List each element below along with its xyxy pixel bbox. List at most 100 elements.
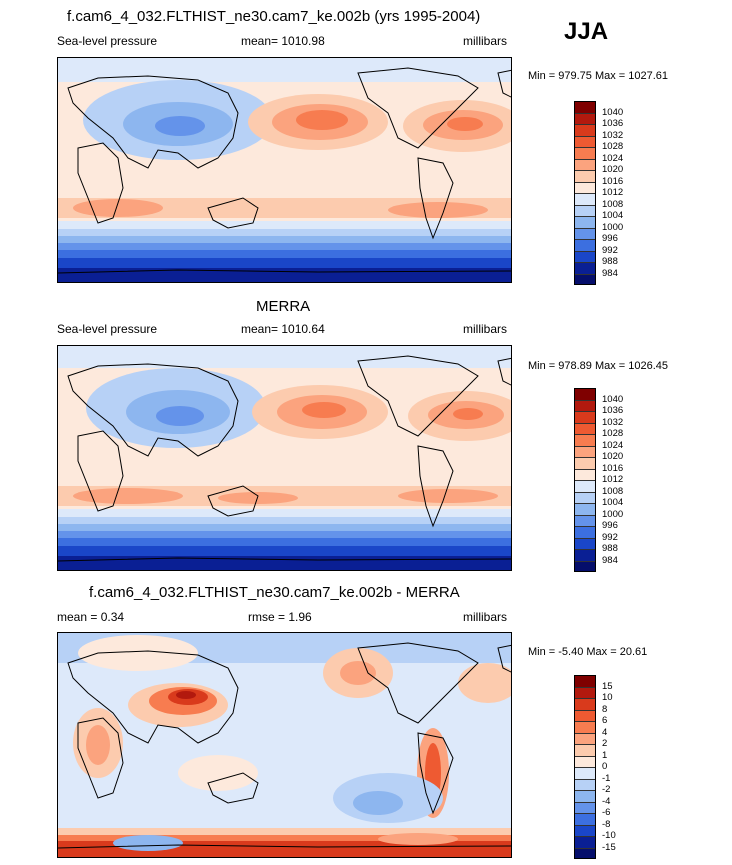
panel2-title: MERRA [256, 298, 311, 315]
colorbar-swatch [574, 193, 596, 205]
colorbar-swatch [574, 468, 596, 480]
colorbar-level-label: 1036 [602, 405, 624, 416]
colorbar-level-label: 1024 [602, 439, 624, 451]
colorbar-level-label: 1032 [602, 416, 624, 428]
colorbar-swatch [574, 273, 596, 285]
colorbar-swatch [574, 112, 596, 124]
season-label: JJA [564, 18, 609, 45]
colorbar-swatch [574, 480, 596, 492]
colorbar-swatch [574, 824, 596, 836]
colorbar-level-label: 1032 [602, 129, 624, 141]
colorbar-level-label: 1024 [602, 152, 624, 164]
colorbar-swatch [574, 147, 596, 159]
panel1-mean-label: mean= 1010.98 [241, 34, 325, 48]
colorbar-swatch [574, 239, 596, 251]
colorbar-level-label: 988 [602, 256, 618, 267]
colorbar-level-label: 1012 [602, 187, 624, 198]
panel2-variable-label: Sea-level pressure [57, 322, 158, 336]
colorbar-swatch [574, 813, 596, 825]
colorbar-swatch [574, 744, 596, 756]
colorbar-level-label: 984 [602, 267, 618, 279]
colorbar-level-label: 1004 [602, 210, 624, 221]
colorbar-level-label: -2 [602, 784, 611, 795]
colorbar-level-label: -10 [602, 830, 616, 841]
panel2-colorbar: 1040 1036 1032 1028 1024 1020 1016 1012 1008 1004… [574, 388, 623, 572]
colorbar-level-label: 1020 [602, 451, 624, 462]
colorbar-swatch [574, 124, 596, 136]
colorbar-swatch [574, 262, 596, 274]
colorbar-swatch [574, 836, 596, 848]
colorbar-swatch [574, 560, 596, 572]
colorbar-level-label: 10 [602, 692, 613, 703]
colorbar-swatch [574, 767, 596, 779]
colorbar-swatch [574, 158, 596, 170]
panel1-minmax-label: Min = 979.75 Max = 1027.61 [528, 70, 669, 82]
colorbar-swatch [574, 709, 596, 721]
colorbar-swatch [574, 790, 596, 802]
panel2-units-label: millibars [463, 322, 508, 336]
colorbar-swatch [574, 549, 596, 561]
colorbar-swatch [574, 686, 596, 698]
colorbar-swatch [574, 422, 596, 434]
colorbar-swatch [574, 801, 596, 813]
colorbar-level-label: -8 [602, 818, 611, 830]
panel3-units-label: millibars [463, 610, 508, 624]
colorbar-level-label: 1000 [602, 221, 624, 233]
colorbar-swatch [574, 216, 596, 228]
colorbar-level-label: 996 [602, 520, 618, 531]
colorbar-swatch [574, 250, 596, 262]
colorbar-level-label: 1012 [602, 474, 624, 485]
colorbar-level-label: 1016 [602, 175, 624, 187]
colorbar-level-label: 996 [602, 233, 618, 244]
colorbar-swatch [574, 491, 596, 503]
colorbar-swatch [574, 721, 596, 733]
colorbar-swatch [574, 537, 596, 549]
panel3-colorbar: 15 10 8 6 4 2 1 0 -1 -2 -4 -6 -8 -10 -15 [574, 675, 616, 859]
colorbar-level-label: 15 [602, 680, 613, 692]
colorbar-swatch [574, 847, 596, 859]
panel3-mean-label: mean = 0.34 [57, 610, 125, 624]
panel3-title: f.cam6_4_032.FLTHIST_ne30.cam7_ke.002b -… [89, 584, 460, 601]
colorbar-level-label: 984 [602, 554, 618, 566]
colorbar-level-label: -1 [602, 772, 611, 784]
panel1-title: f.cam6_4_032.FLTHIST_ne30.cam7_ke.002b (… [67, 8, 481, 25]
colorbar-level-label: 4 [602, 726, 608, 738]
colorbar-swatch [574, 732, 596, 744]
colorbar-swatch [574, 457, 596, 469]
colorbar-level-label: 1004 [602, 497, 624, 508]
colorbar-swatch [574, 170, 596, 182]
colorbar-level-label: 1020 [602, 164, 624, 175]
colorbar-swatch [574, 514, 596, 526]
panel2-map [57, 345, 512, 571]
colorbar-level-label: 1008 [602, 198, 624, 210]
colorbar-level-label: -15 [602, 841, 616, 853]
panel2-mean-label: mean= 1010.64 [241, 322, 325, 336]
colorbar-level-label: -4 [602, 795, 611, 807]
colorbar-swatch [574, 227, 596, 239]
colorbar-level-label: 1016 [602, 462, 624, 474]
colorbar-level-label: 1028 [602, 428, 624, 439]
colorbar-level-label: 992 [602, 244, 618, 256]
colorbar-level-label: 6 [602, 715, 608, 726]
colorbar-swatch [574, 434, 596, 446]
panel2-minmax-label: Min = 978.89 Max = 1026.45 [528, 360, 669, 372]
colorbar-swatch [574, 181, 596, 193]
colorbar-level-label: 1000 [602, 508, 624, 520]
colorbar-swatch [574, 135, 596, 147]
colorbar-level-label: 1 [602, 749, 608, 761]
panel1-units-label: millibars [463, 34, 508, 48]
colorbar-level-label: 2 [602, 738, 608, 749]
colorbar-swatch [574, 101, 596, 113]
colorbar-swatch [574, 388, 596, 400]
colorbar-level-label: 1036 [602, 118, 624, 129]
panel1-colorbar: 1040 1036 1032 1028 1024 1020 1016 1012 1008 1004… [574, 101, 623, 285]
colorbar-swatch [574, 411, 596, 423]
colorbar-swatch [574, 503, 596, 515]
colorbar-level-label: 1040 [602, 393, 624, 405]
panel1-variable-label: Sea-level pressure [57, 34, 158, 48]
panel1-map [57, 57, 512, 283]
colorbar-swatch [574, 675, 596, 687]
colorbar-level-label: 0 [602, 761, 608, 772]
colorbar-swatch [574, 698, 596, 710]
colorbar-swatch [574, 755, 596, 767]
